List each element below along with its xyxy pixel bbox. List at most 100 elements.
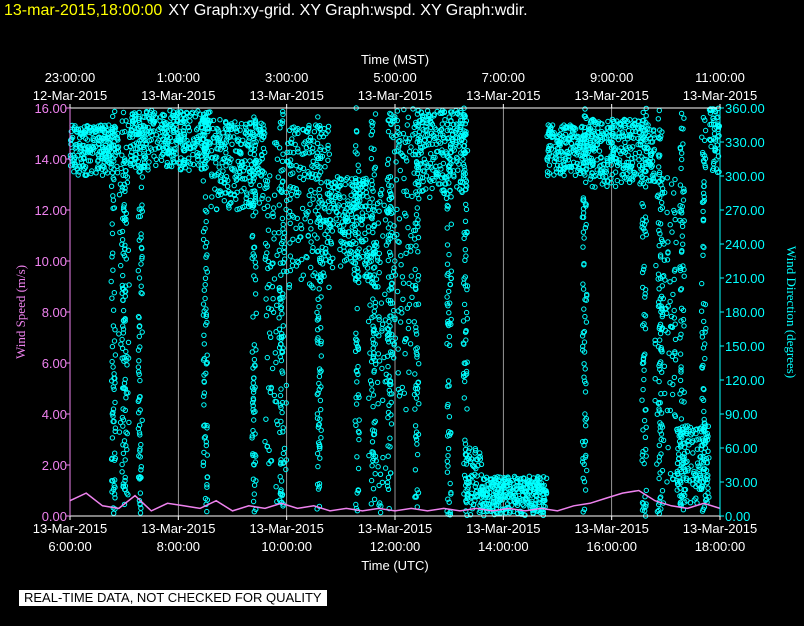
wdir-point: [138, 474, 144, 481]
wdir-point: [95, 158, 101, 164]
top-tick-time: 9:00:00: [590, 70, 633, 85]
wdir-point: [204, 482, 210, 488]
wdir-point: [109, 130, 116, 137]
wdir-point: [276, 145, 283, 151]
wdir-point: [223, 150, 229, 156]
wdir-point: [649, 150, 655, 157]
wdir-point: [377, 509, 384, 516]
wdir-point: [428, 178, 434, 184]
top-tick-date: 13-Mar-2015: [574, 88, 648, 103]
wdir-point: [453, 141, 459, 148]
wdir-point: [270, 260, 276, 266]
wdir-point: [110, 250, 116, 256]
wdir-point: [404, 192, 411, 199]
wdir-point: [356, 168, 362, 174]
wdir-point: [626, 176, 632, 182]
wdir-point: [716, 124, 722, 130]
wdir-point: [84, 150, 91, 156]
wdir-point: [136, 237, 143, 243]
wdir-point: [376, 502, 382, 508]
wdir-point: [265, 258, 271, 265]
wdir-point: [283, 400, 289, 406]
wdir-point: [134, 146, 141, 152]
bottom-tick-time: 18:00:00: [695, 539, 746, 554]
wdir-point: [412, 371, 418, 377]
wdir-point: [438, 127, 444, 133]
wdir-point: [401, 188, 407, 195]
wdir-point: [265, 196, 271, 202]
wdir-point: [285, 140, 291, 147]
wdir-point: [124, 430, 131, 437]
wdir-point: [657, 337, 663, 343]
wdir-point: [599, 181, 605, 187]
wdir-point: [336, 192, 342, 198]
wdir-point: [405, 138, 411, 145]
wdir-point: [379, 186, 385, 193]
wdir-point: [231, 134, 237, 140]
wdir-point: [349, 224, 355, 230]
wdir-point: [430, 156, 436, 163]
wdir-point: [376, 269, 382, 276]
wdir-point: [513, 486, 519, 492]
wdir-point: [671, 315, 677, 321]
wdir-point: [309, 163, 315, 169]
wdir-point: [664, 209, 670, 216]
wdir-point: [427, 194, 433, 201]
wdir-point: [556, 156, 562, 162]
wdir-point: [444, 121, 451, 128]
wdir-point: [363, 184, 369, 191]
wdir-point: [137, 394, 143, 400]
wdir-point: [177, 109, 184, 115]
wdir-point: [685, 439, 691, 445]
wdir-point: [280, 221, 286, 228]
wdir-point: [713, 157, 719, 163]
wdir-point: [287, 253, 294, 259]
wdir-point: [164, 159, 171, 166]
wdir-point: [327, 259, 334, 265]
wdir-point: [589, 158, 596, 164]
wdir-point: [324, 228, 330, 234]
wdir-point: [142, 154, 148, 160]
wdir-point: [287, 220, 293, 227]
wdir-point: [541, 495, 547, 501]
wdir-point: [403, 188, 409, 194]
wdir-point: [136, 371, 142, 378]
wdir-point: [547, 126, 554, 132]
wdir-point: [318, 144, 324, 150]
wdir-point: [651, 132, 657, 138]
wdir-point: [308, 239, 314, 245]
wdir-point: [404, 158, 410, 164]
right-tick-label: 60.00: [725, 441, 758, 456]
wdir-point: [615, 136, 622, 143]
bottom-tick-time: 10:00:00: [261, 539, 312, 554]
wdir-point: [236, 168, 243, 175]
wdir-point: [136, 150, 143, 156]
wdir-point: [396, 239, 402, 245]
wdir-point: [270, 210, 276, 217]
wdir-point: [672, 176, 678, 183]
wdir-point: [287, 196, 293, 202]
wdir-point: [365, 224, 372, 230]
wdir-point: [300, 176, 307, 183]
wdir-point: [412, 423, 419, 429]
wdir-point: [222, 125, 229, 131]
wdir-point: [253, 310, 259, 316]
wdir-point: [596, 148, 603, 154]
wdir-point: [396, 216, 403, 222]
wdir-point: [668, 181, 675, 187]
wdir-point: [562, 165, 568, 171]
wdir-point: [495, 474, 501, 480]
wdir-point: [218, 191, 224, 198]
wdir-point: [462, 218, 469, 225]
wdir-point: [185, 124, 191, 131]
wdir-point: [440, 135, 447, 141]
wdir-point: [438, 166, 444, 172]
wdir-point: [672, 266, 678, 273]
wdir-point: [138, 467, 144, 473]
wdir-point: [202, 295, 208, 302]
wdir-point: [279, 311, 285, 317]
wdir-point: [139, 202, 145, 208]
wdir-point: [365, 318, 372, 325]
wdir-point: [122, 185, 128, 191]
wdir-point: [281, 445, 288, 452]
